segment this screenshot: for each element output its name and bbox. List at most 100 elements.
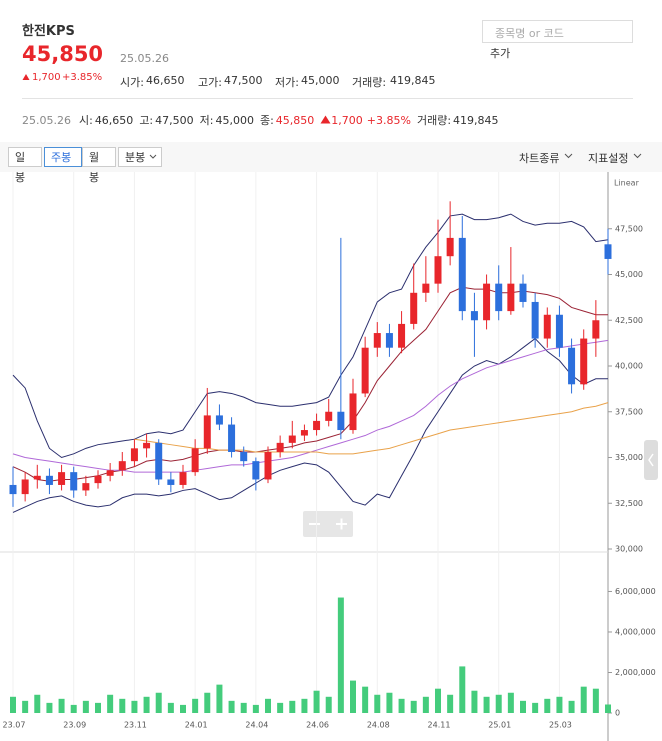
candle-body: [143, 442, 151, 449]
volume-bar: [46, 702, 53, 713]
volume-bar: [265, 698, 271, 713]
x-tick-label: 24.11: [428, 721, 451, 730]
volume-bar: [313, 690, 320, 713]
candle-body: [70, 472, 78, 491]
candle-body: [555, 314, 563, 348]
candle-body: [337, 411, 345, 431]
chevron: [149, 154, 157, 159]
volume-bar: [605, 704, 611, 713]
candle-body: [470, 311, 478, 321]
candle-body: [21, 479, 29, 495]
y-tick-label: 40,000: [615, 362, 643, 371]
volume-bar: [398, 698, 405, 713]
candle-body: [434, 256, 442, 284]
x-tick-label: 23.11: [124, 721, 147, 730]
volume-bar: [325, 696, 332, 713]
volume-bar: [544, 698, 551, 713]
candle-body: [94, 475, 102, 484]
stat-label: 고가:: [198, 76, 222, 89]
candle-body: [203, 415, 211, 449]
volume-bar: [447, 694, 454, 713]
candle-body: [106, 470, 114, 476]
zoom-control[interactable]: [303, 511, 353, 537]
volume-bar: [422, 696, 429, 713]
candle-body: [276, 442, 284, 453]
candle-body: [313, 420, 321, 431]
y-tick-label: 32,500: [615, 499, 643, 508]
candle-body: [240, 452, 248, 462]
volume-bar: [82, 700, 89, 713]
volume-bar: [167, 702, 174, 713]
x-tick-label: 23.09: [63, 721, 86, 730]
chart: Linear 30,000 32,500 35,000 37,500 40,000 42,…: [0, 172, 658, 741]
info-volume-label: 거래량:: [416, 114, 452, 127]
menu-chart-type[interactable]: 차트종류: [519, 152, 560, 165]
candle-body: [373, 333, 381, 348]
y-tick-label: 37,500: [615, 407, 643, 416]
side-tab[interactable]: [644, 440, 658, 480]
y-tick-label: 45,000: [615, 270, 643, 279]
x-tick-label: 25.01: [488, 721, 511, 730]
chevron: [633, 153, 642, 159]
volume-bar: [95, 702, 101, 713]
y-tick-label: 47,500: [615, 224, 643, 233]
candle-body: [45, 475, 53, 485]
x-tick-label: 24.04: [245, 721, 268, 730]
info-volume: 419,845: [453, 114, 499, 127]
x-tick-label: 24.08: [367, 721, 390, 730]
volume-bar: [216, 684, 223, 713]
candle-body: [580, 338, 588, 385]
volume-bar: [374, 694, 381, 713]
volume-bar: [119, 698, 126, 713]
info-change: 1,700: [331, 114, 363, 127]
candle-body: [410, 292, 418, 324]
tab[interactable]: 분봉: [118, 147, 162, 167]
volume-bar: [143, 696, 150, 713]
stat-value: 47,500: [224, 74, 263, 87]
divider: [22, 98, 633, 99]
volume-bar: [459, 666, 466, 713]
stock-name: 한전KPS: [22, 24, 75, 39]
volume-bar: [131, 700, 138, 713]
info-date: 25.05.26: [22, 114, 71, 127]
stat-value: 45,000: [301, 74, 340, 87]
volume-bar: [155, 692, 162, 713]
y-tick-label: 4,000,000: [615, 627, 656, 636]
volume-bar: [252, 704, 259, 713]
volume-bar: [350, 680, 356, 713]
candle-body: [191, 448, 199, 473]
info-label: 종:: [259, 114, 274, 127]
y-tick-label: 2,000,000: [615, 668, 656, 677]
scale-label: Linear: [614, 179, 640, 188]
volume-bar: [107, 694, 114, 713]
x-tick-label: 24.01: [185, 721, 208, 730]
change-pct: +3.85%: [62, 72, 103, 83]
candle-body: [300, 430, 308, 436]
menu-indicator[interactable]: 지표설정: [588, 152, 629, 165]
volume-bar: [70, 704, 77, 713]
tab[interactable]: 일봉: [8, 147, 42, 184]
info-value: 45,850: [275, 114, 315, 127]
tab[interactable]: 월봉: [82, 147, 116, 184]
candle-body: [252, 461, 260, 480]
volume-bar: [483, 696, 490, 713]
info-value: 47,500: [155, 114, 194, 127]
change: 1,700: [32, 72, 61, 83]
y-tick-label: 35,000: [615, 453, 643, 462]
x-tick-label: 24.06: [306, 721, 329, 730]
candle-body: [422, 283, 430, 293]
chevron: [564, 153, 573, 159]
volume-bar: [386, 692, 393, 713]
candle-body: [33, 475, 41, 480]
volume-bar: [495, 694, 502, 713]
search-box[interactable]: [482, 20, 633, 43]
candle-body: [215, 415, 223, 425]
volume-bar: [362, 686, 369, 713]
tab[interactable]: 주봉: [44, 147, 82, 167]
search-placeholder: 종목명 or 코드: [495, 27, 564, 40]
candle-body: [483, 283, 491, 321]
candle-body: [568, 347, 576, 385]
candle-body: [118, 461, 126, 471]
add-button[interactable]: 추가: [490, 47, 511, 60]
